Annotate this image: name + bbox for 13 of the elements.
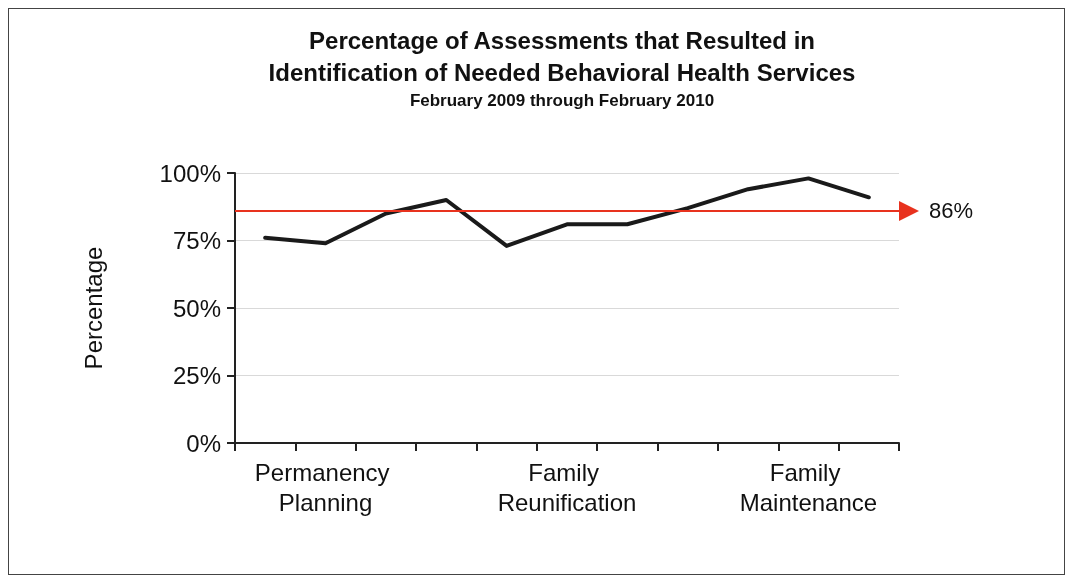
- y-axis-title: Percentage: [79, 246, 107, 370]
- y-tick-label: 0%: [186, 429, 221, 457]
- chart-subtitle: February 2009 through February 2010: [409, 91, 715, 110]
- y-tick-label: 75%: [172, 227, 221, 254]
- chart-title: Percentage of Assessments that Resulted in Identification of Needed Behavioral Health Services: [268, 26, 856, 86]
- y-tick-label: 50%: [172, 294, 221, 322]
- line-series: [263, 176, 871, 248]
- y-tick-label: 25%: [172, 362, 221, 389]
- x-tick-label: Permanency Planning: [254, 458, 397, 516]
- x-tick-label: Family Maintenance: [739, 458, 878, 516]
- x-tick-label: Family Reunification: [497, 458, 637, 516]
- ref-line-label: 86%: [929, 198, 974, 224]
- y-tick-label: 100%: [159, 159, 221, 187]
